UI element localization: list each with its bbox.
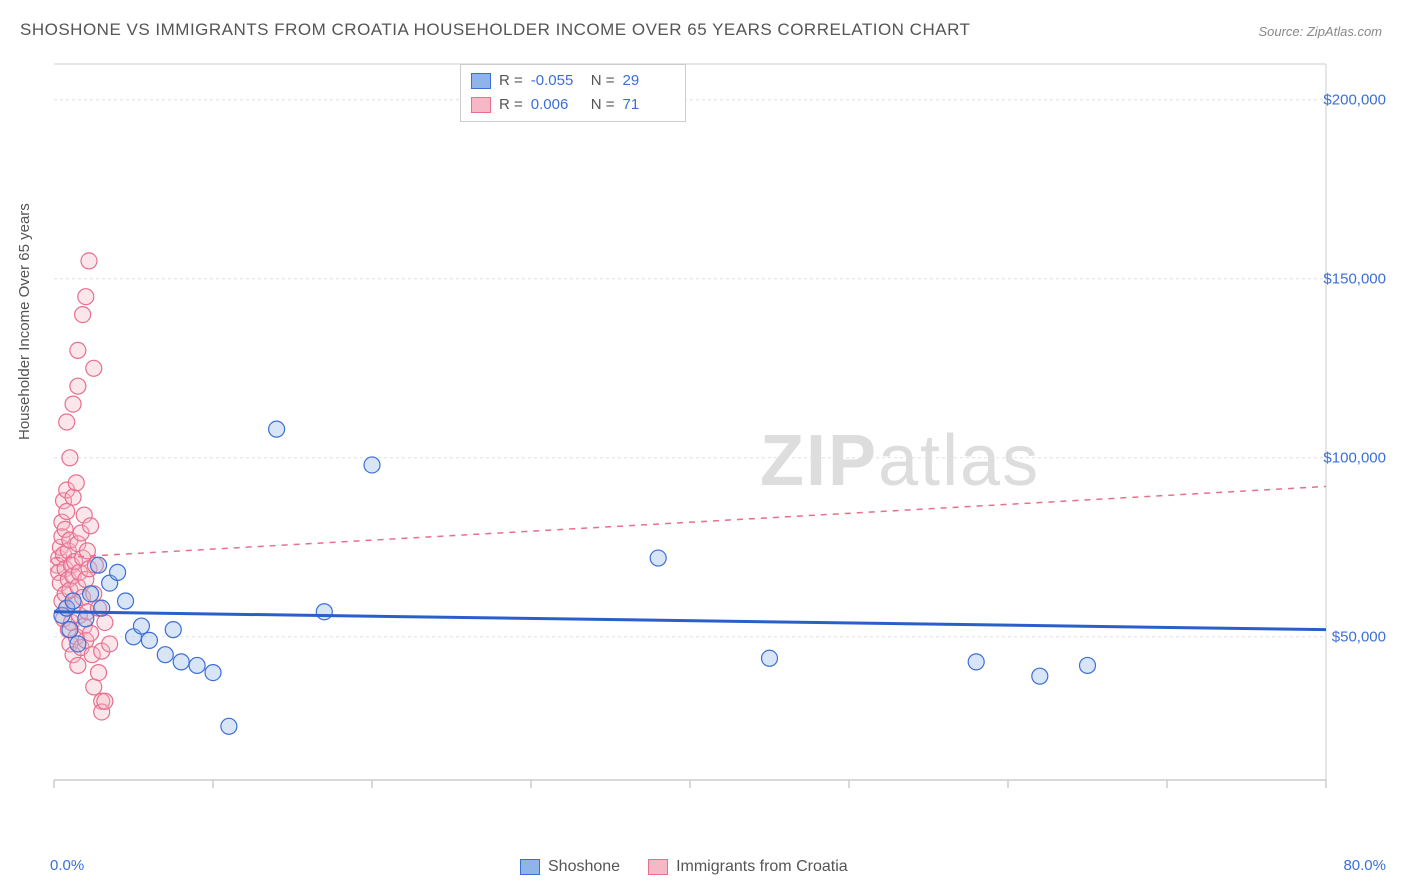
legend-item-shoshone: Shoshone [520,858,620,876]
stat-value-r-croatia: 0.006 [531,93,583,117]
legend-swatch-shoshone [520,859,540,875]
swatch-croatia [471,97,491,113]
stat-label-n: N = [591,69,615,93]
stats-legend: R = -0.055 N = 29 R = 0.006 N = 71 [460,64,686,122]
legend-label-shoshone: Shoshone [548,858,620,876]
stat-value-r-shoshone: -0.055 [531,69,583,93]
y-tick-label: $200,000 [1323,91,1386,108]
stats-row-shoshone: R = -0.055 N = 29 [471,69,675,93]
y-axis-label: Householder Income Over 65 years [16,203,33,440]
y-tick-label: $150,000 [1323,270,1386,287]
y-tick-label: $100,000 [1323,449,1386,466]
series-legend: Shoshone Immigrants from Croatia [520,858,848,876]
stat-value-n-shoshone: 29 [623,69,675,93]
chart-title: SHOSHONE VS IMMIGRANTS FROM CROATIA HOUS… [20,20,970,40]
y-tick-label: $50,000 [1332,628,1386,645]
x-axis-min-label: 0.0% [50,857,84,874]
stat-value-n-croatia: 71 [623,93,675,117]
legend-swatch-croatia [648,859,668,875]
stat-label-n: N = [591,93,615,117]
stats-row-croatia: R = 0.006 N = 71 [471,93,675,117]
x-axis-max-label: 80.0% [1343,857,1386,874]
source-attribution: Source: ZipAtlas.com [1258,24,1382,39]
swatch-shoshone [471,73,491,89]
stat-label-r: R = [499,93,523,117]
legend-label-croatia: Immigrants from Croatia [676,858,848,876]
scatter-plot [50,60,1386,820]
stat-label-r: R = [499,69,523,93]
legend-item-croatia: Immigrants from Croatia [648,858,848,876]
